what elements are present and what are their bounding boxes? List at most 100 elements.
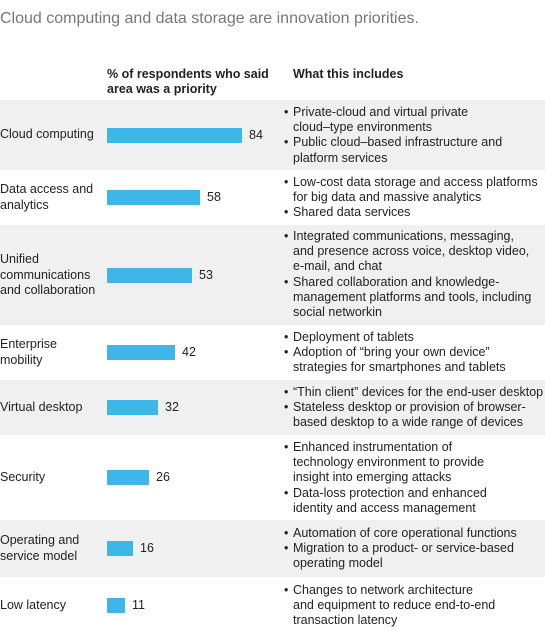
- includes-item-line: and presence across voice, desktop video…: [293, 244, 530, 259]
- includes-item-line: e-mail, and chat: [293, 259, 382, 274]
- includes-item-line: platform services: [293, 150, 388, 165]
- category-label-line: Enterprise: [0, 337, 57, 351]
- category-label: Operating and service model: [0, 533, 104, 564]
- includes-item-line: Changes to network architecture: [293, 583, 473, 597]
- category-label-line: communications: [0, 267, 91, 282]
- includes-item-line: Public cloud–based infrastructure and: [293, 135, 503, 150]
- category-label: Cloud computing: [0, 127, 104, 143]
- includes-list: “Thin client” devices for the end-user d…: [283, 385, 545, 431]
- chart-row: Virtual desktop 32 “Thin client” devices f…: [0, 380, 545, 435]
- includes-item: Shared data services: [283, 205, 545, 220]
- category-label: Virtual desktop: [0, 400, 104, 416]
- includes-item-line: social networkin: [293, 305, 382, 320]
- includes-item: Migration to a product- or service-based…: [283, 541, 545, 571]
- bar: [107, 598, 125, 613]
- includes-item-line: Low-cost data storage and access platfor…: [293, 175, 538, 189]
- includes-item-line: Deployment of tablets: [293, 330, 414, 344]
- category-label-line: service model: [0, 548, 78, 563]
- includes-item-line: and equipment to reduce end-to-end: [293, 598, 496, 613]
- includes-item: Stateless desktop or provision of browse…: [283, 400, 545, 430]
- bar: [107, 190, 200, 205]
- category-label-line: Unified: [0, 252, 39, 266]
- includes-item-line: Data-loss protection and enhanced: [293, 485, 487, 500]
- bar-value-label: 26: [156, 470, 170, 484]
- category-label-line: Low latency: [0, 598, 67, 612]
- value-column-header: % of respondents who said area was a pri…: [107, 67, 269, 96]
- includes-item-line: “Thin client” devices for the end-user d…: [293, 385, 544, 399]
- bar-value-label: 16: [140, 541, 154, 555]
- category-label-line: Security: [0, 470, 46, 484]
- includes-column-header: What this includes: [293, 67, 404, 81]
- includes-item-line: Shared collaboration and knowledge-: [293, 274, 500, 289]
- includes-list: Integrated communications, messaging,and…: [283, 229, 545, 320]
- bar-value-label: 84: [249, 128, 263, 142]
- category-label: Security: [0, 470, 104, 486]
- includes-item: Deployment of tablets: [283, 330, 545, 345]
- category-label-line: analytics: [0, 197, 49, 212]
- includes-item: Integrated communications, messaging,and…: [283, 229, 545, 275]
- chart-row: Unified communications and collaboration 53…: [0, 225, 545, 325]
- includes-item-line: Stateless desktop or provision of browse…: [293, 400, 526, 415]
- includes-item-line: strategies for smartphones and tablets: [293, 360, 506, 375]
- includes-item: “Thin client” devices for the end-user d…: [283, 385, 545, 400]
- includes-list: Automation of core operational functions…: [283, 526, 545, 572]
- bar: [107, 345, 175, 360]
- bar-value-label: 32: [165, 400, 179, 414]
- category-label-line: mobility: [0, 352, 43, 367]
- includes-item: Adoption of “bring your own device”strat…: [283, 345, 545, 375]
- includes-item-line: Enhanced instrumentation of: [293, 440, 453, 454]
- includes-item-line: Shared data services: [293, 205, 411, 220]
- bar-value-label: 53: [199, 268, 213, 282]
- includes-item-line: operating model: [293, 556, 383, 571]
- category-label: Enterprise mobility: [0, 337, 104, 368]
- includes-item-line: transaction latency: [293, 613, 398, 628]
- includes-item-line: based desktop to a wide range of devices: [293, 415, 524, 430]
- includes-item-line: Migration to a product- or service-based: [293, 541, 514, 556]
- includes-item-line: identity and access management: [293, 500, 476, 515]
- includes-list: Private-cloud and virtual privatecloud–t…: [283, 105, 545, 166]
- includes-item-line: for big data and massive analytics: [293, 190, 482, 205]
- includes-list: Low-cost data storage and access platfor…: [283, 175, 545, 221]
- category-label-line: and collaboration: [0, 283, 96, 297]
- bar: [107, 400, 158, 415]
- chart-row: Security 26 Enhanced instrumentation oftec…: [0, 435, 545, 520]
- bar: [107, 470, 149, 485]
- category-label-line: Operating and: [0, 533, 80, 547]
- bar-value-label: 11: [132, 598, 145, 612]
- category-label-line: Data access and: [0, 182, 94, 196]
- includes-item: Shared collaboration and knowledge-manag…: [283, 275, 545, 321]
- includes-item-line: Adoption of “bring your own device”: [293, 345, 490, 360]
- category-label: Low latency: [0, 598, 104, 614]
- includes-item: Low-cost data storage and access platfor…: [283, 175, 545, 205]
- category-label-line: Virtual desktop: [0, 400, 83, 414]
- includes-item-line: insight into emerging attacks: [293, 470, 452, 485]
- chart-title: Cloud computing and data storage are inn…: [0, 10, 419, 27]
- includes-item-line: Private-cloud and virtual private: [293, 105, 469, 119]
- chart-row: Cloud computing 84 Private-cloud and virtu…: [0, 100, 545, 170]
- includes-item-line: technology environment to provide: [293, 455, 485, 470]
- bar-value-label: 58: [207, 190, 221, 204]
- bar: [107, 268, 192, 283]
- category-label: Unified communications and collaboration: [0, 252, 104, 299]
- includes-item: Automation of core operational functions: [283, 526, 545, 541]
- bar: [107, 541, 133, 556]
- category-label: Data access and analytics: [0, 182, 104, 213]
- includes-item-line: cloud–type environments: [293, 120, 432, 135]
- chart-row: Low latency 11 Changes to network architec…: [0, 577, 545, 634]
- includes-list: Deployment of tabletsAdoption of “bring …: [283, 330, 545, 376]
- includes-item: Private-cloud and virtual privatecloud–t…: [283, 105, 545, 135]
- includes-item: Data-loss protection and enhancedidentit…: [283, 486, 545, 516]
- includes-item: Public cloud–based infrastructure andpla…: [283, 135, 545, 165]
- bar-value-label: 42: [182, 345, 196, 359]
- includes-item-line: Integrated communications, messaging,: [293, 229, 514, 243]
- includes-item-line: management platforms and tools, includin…: [293, 289, 532, 304]
- includes-item-line: Automation of core operational functions: [293, 526, 517, 540]
- category-label-line: Cloud computing: [0, 127, 94, 141]
